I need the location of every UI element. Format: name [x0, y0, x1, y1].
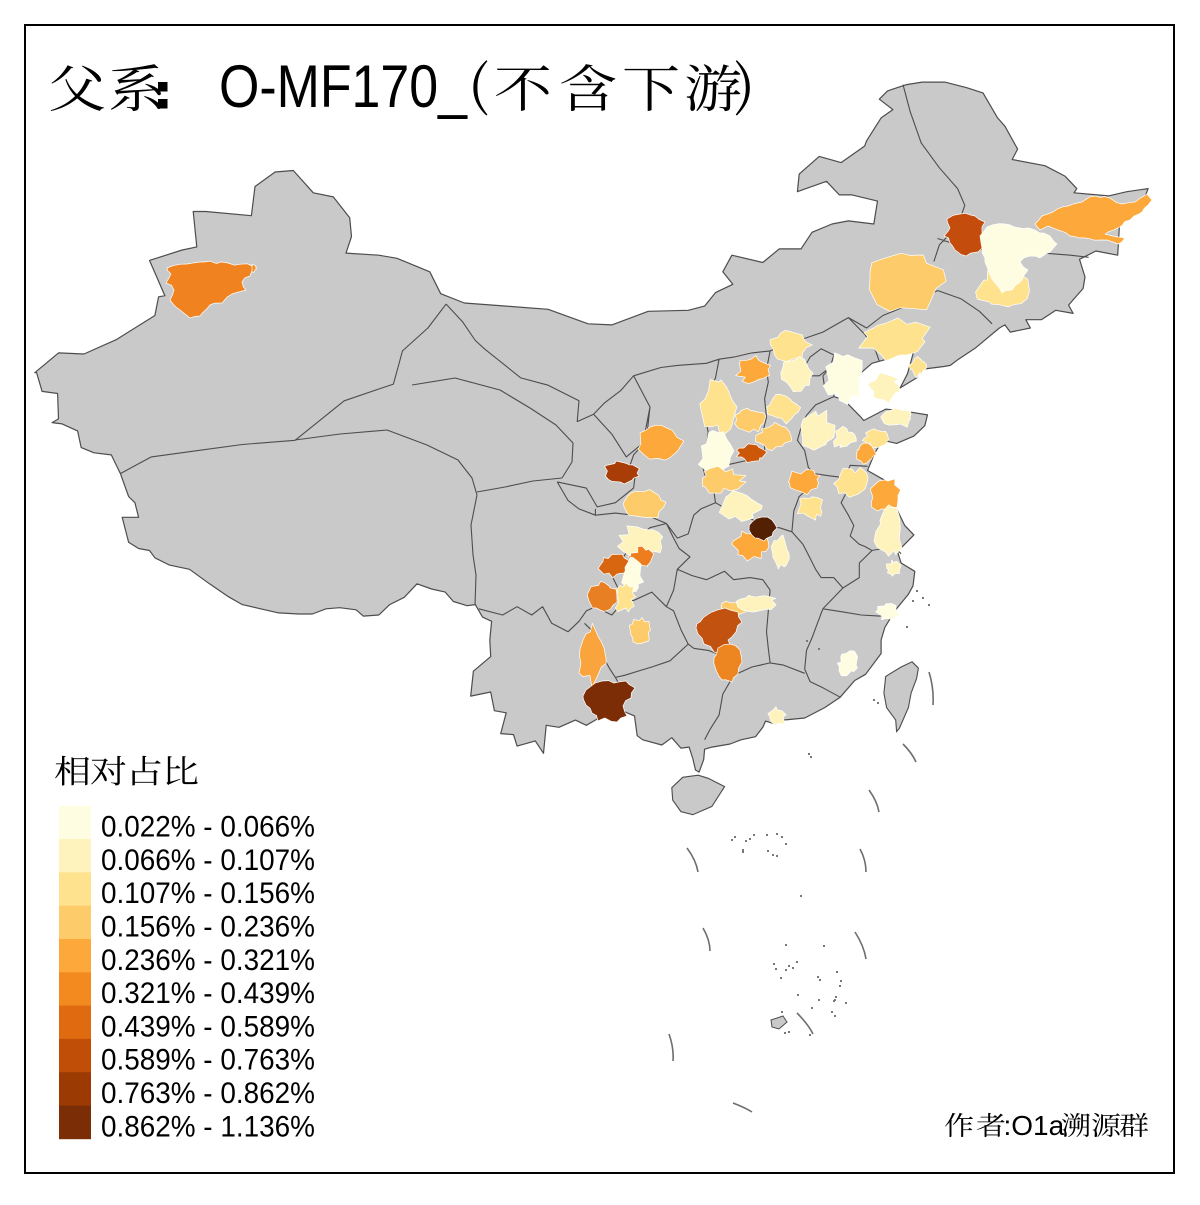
svg-text:O-MF170_: O-MF170_: [219, 52, 468, 119]
svg-text:0.321% - 0.439%: 0.321% - 0.439%: [101, 977, 315, 1010]
svg-text:0.763% - 0.862%: 0.763% - 0.862%: [101, 1077, 315, 1110]
svg-text:0.589% - 0.763%: 0.589% - 0.763%: [101, 1044, 315, 1077]
svg-text:0.022% - 0.066%: 0.022% - 0.066%: [101, 811, 315, 844]
svg-text:0.236% - 0.321%: 0.236% - 0.321%: [101, 944, 315, 977]
svg-text:0.862% - 1.136%: 0.862% - 1.136%: [101, 1110, 315, 1143]
svg-text:0.439% - 0.589%: 0.439% - 0.589%: [101, 1011, 315, 1044]
svg-text:0.107% - 0.156%: 0.107% - 0.156%: [101, 877, 315, 910]
svg-text:0.156% - 0.236%: 0.156% - 0.236%: [101, 911, 315, 944]
svg-text::O1a: :O1a: [1004, 1110, 1065, 1141]
svg-text:0.066% - 0.107%: 0.066% - 0.107%: [101, 844, 315, 877]
